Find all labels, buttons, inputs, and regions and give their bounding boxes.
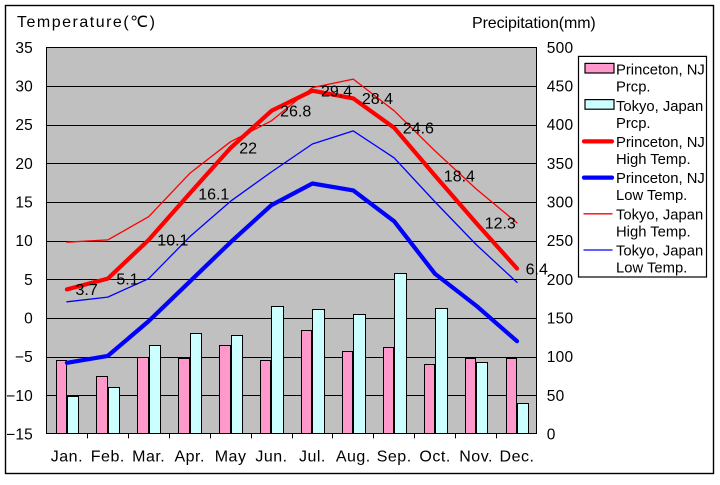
svg-text:Feb.: Feb. (91, 449, 125, 466)
svg-text:May: May (215, 449, 247, 466)
svg-text:Prcp.: Prcp. (616, 80, 651, 96)
svg-text:450: 450 (547, 79, 574, 96)
svg-text:28.4: 28.4 (362, 91, 393, 108)
svg-text:26.8: 26.8 (280, 104, 311, 121)
svg-text:400: 400 (547, 117, 574, 134)
svg-text:300: 300 (547, 195, 574, 212)
svg-text:16.1: 16.1 (198, 186, 229, 203)
svg-text:−5: −5 (15, 349, 33, 366)
svg-text:Nov.: Nov. (459, 449, 493, 466)
svg-text:35: 35 (15, 40, 33, 57)
svg-text:−10: −10 (6, 388, 33, 405)
svg-text:Tokyo, Japan: Tokyo, Japan (616, 207, 703, 223)
svg-text:18.4: 18.4 (444, 169, 475, 186)
svg-text:Jan.: Jan. (51, 449, 83, 466)
svg-text:3.7: 3.7 (76, 282, 98, 299)
svg-text:Sep.: Sep. (377, 449, 412, 466)
svg-text:Tokyo, Japan: Tokyo, Japan (616, 99, 703, 115)
svg-text:24.6: 24.6 (403, 121, 434, 138)
svg-text:30: 30 (15, 79, 33, 96)
svg-text:Low Temp.: Low Temp. (616, 261, 687, 277)
svg-text:Jun.: Jun. (255, 449, 287, 466)
svg-text:100: 100 (547, 349, 574, 366)
svg-text:5: 5 (24, 272, 33, 289)
svg-text:350: 350 (547, 156, 574, 173)
svg-text:Aug.: Aug. (336, 449, 371, 466)
svg-text:150: 150 (547, 310, 574, 327)
svg-text:Tokyo, Japan: Tokyo, Japan (616, 244, 703, 260)
svg-text:25: 25 (15, 117, 33, 134)
svg-text:−15: −15 (6, 426, 33, 443)
svg-text:Oct.: Oct. (419, 449, 450, 466)
svg-text:Dec.: Dec. (500, 449, 535, 466)
svg-text:High Temp.: High Temp. (616, 224, 691, 240)
svg-text:50: 50 (547, 388, 565, 405)
svg-text:15: 15 (15, 195, 33, 212)
svg-text:0: 0 (24, 310, 33, 327)
svg-text:10: 10 (15, 233, 33, 250)
svg-text:29.4: 29.4 (321, 84, 352, 101)
svg-text:Prcp.: Prcp. (616, 116, 651, 132)
svg-text:Temperature(℃): Temperature(℃) (17, 14, 156, 31)
svg-text:0: 0 (547, 426, 556, 443)
svg-text:Jul.: Jul. (299, 449, 326, 466)
svg-text:Princeton, NJ: Princeton, NJ (616, 135, 705, 151)
svg-text:22: 22 (239, 141, 257, 158)
svg-text:200: 200 (547, 272, 574, 289)
svg-text:5.1: 5.1 (116, 271, 138, 288)
svg-text:Princeton, NJ: Princeton, NJ (616, 171, 705, 187)
svg-text:Mar.: Mar. (132, 449, 165, 466)
svg-text:Precipitation(mm): Precipitation(mm) (472, 15, 596, 32)
svg-text:Princeton, NJ: Princeton, NJ (616, 63, 705, 79)
svg-text:20: 20 (15, 156, 33, 173)
svg-text:Apr.: Apr. (174, 449, 204, 466)
svg-text:12.3: 12.3 (485, 216, 516, 233)
svg-text:10.1: 10.1 (157, 233, 188, 250)
svg-text:250: 250 (547, 233, 574, 250)
svg-text:Low Temp.: Low Temp. (616, 188, 687, 204)
svg-text:6.4: 6.4 (526, 261, 548, 278)
svg-text:High Temp.: High Temp. (616, 152, 691, 168)
svg-text:500: 500 (547, 40, 574, 57)
